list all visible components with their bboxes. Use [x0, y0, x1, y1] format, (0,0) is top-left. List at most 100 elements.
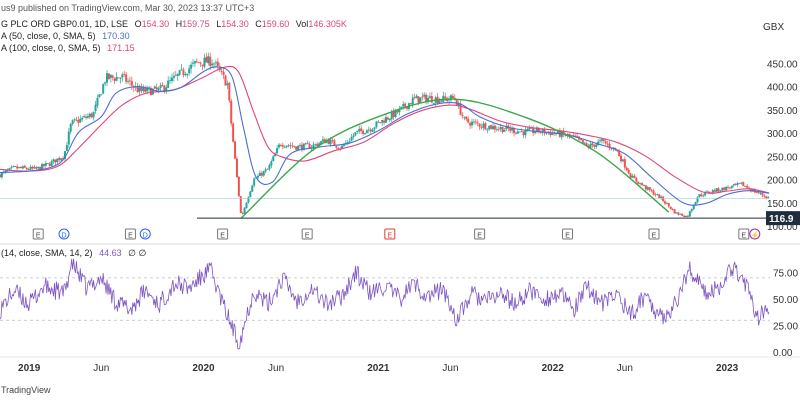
candle	[241, 211, 244, 215]
candle-body	[767, 197, 770, 199]
rsi-tick-label: 50.00	[773, 295, 798, 306]
ma50-legend[interactable]: A (50, close, 0, SMA, 5) 170.30	[1, 31, 130, 41]
candle	[648, 186, 651, 192]
candle-body	[44, 163, 47, 166]
candle-body	[18, 166, 21, 169]
rsi-legend[interactable]: (14, close, SMA, 14, 2) 44.63 ∅ ∅	[1, 248, 146, 258]
candle	[618, 148, 621, 157]
candle-body	[205, 56, 208, 63]
candle	[704, 190, 707, 197]
candle	[346, 139, 349, 146]
candle	[742, 181, 745, 187]
candle	[256, 173, 259, 179]
candle-body	[258, 172, 261, 177]
candle-body	[486, 129, 489, 131]
high-label: H	[176, 19, 183, 29]
candle-body	[385, 117, 387, 123]
candle-body	[71, 120, 74, 125]
candle-body	[228, 82, 231, 101]
candle-body	[386, 117, 389, 120]
candle-body	[35, 167, 38, 169]
candle	[27, 167, 30, 171]
candle	[304, 142, 307, 146]
candle-body	[438, 100, 441, 104]
event-marker-earnings: E	[124, 228, 136, 240]
candle	[195, 58, 198, 64]
event-markers[interactable]: E D E D E E E E E E E ⚡	[32, 228, 761, 240]
event-marker-code: ⚡	[750, 231, 759, 240]
candle-body	[728, 187, 731, 189]
ma100-legend[interactable]: A (100, close, 0, SMA, 5) 171.15	[1, 43, 135, 53]
event-marker-split: ⚡	[749, 228, 761, 240]
candle	[493, 124, 496, 134]
candle-body	[197, 62, 200, 64]
candle-body	[652, 190, 655, 195]
candle-body	[448, 99, 451, 101]
candle-body	[413, 97, 416, 98]
candle-body	[698, 194, 701, 198]
candle-body	[686, 215, 689, 217]
candle	[690, 208, 693, 213]
price-pane[interactable]	[0, 52, 770, 219]
time-axis[interactable]: 2019 Jun 2020 Jun 2021 Jun 2022 Jun 2023	[18, 363, 739, 374]
event-marker-earnings: E	[301, 228, 313, 240]
candle-body	[683, 215, 686, 217]
candle-body	[77, 119, 80, 123]
candle-body	[679, 213, 682, 215]
candle-body	[688, 211, 691, 217]
candle	[33, 165, 36, 170]
candle-body	[621, 159, 624, 162]
rsi-pane[interactable]	[0, 258, 770, 350]
candle	[639, 182, 642, 186]
candle	[518, 131, 521, 133]
rsi-axis[interactable]: 0.00 25.00 50.00 75.00	[773, 269, 798, 359]
candle	[641, 182, 644, 186]
candle-body	[21, 166, 24, 169]
candle	[522, 131, 525, 139]
candle-body	[329, 139, 332, 145]
candle-body	[29, 166, 32, 170]
candle-body	[564, 134, 567, 137]
candle-body	[362, 130, 365, 134]
currency-label: GBX	[763, 22, 784, 33]
candle	[534, 129, 537, 135]
candle-body	[685, 215, 688, 218]
candle	[461, 112, 464, 119]
candle-body	[279, 145, 282, 146]
candle-body	[172, 75, 175, 78]
candle	[331, 137, 334, 144]
candle-body	[81, 117, 84, 120]
candle	[700, 192, 703, 198]
candle-body	[579, 139, 582, 141]
candle-body	[125, 74, 128, 82]
candle-body	[52, 159, 55, 162]
candle	[96, 94, 99, 109]
candle-body	[534, 131, 537, 133]
candle-body	[209, 56, 212, 67]
candle	[717, 187, 720, 193]
candle	[478, 123, 481, 130]
candle-body	[314, 143, 317, 145]
candle-body	[289, 145, 292, 147]
candle-body	[532, 127, 535, 134]
candle	[465, 116, 468, 121]
rsi-legend-label: (14, close, SMA, 14, 2)	[1, 248, 93, 258]
candle-body	[149, 87, 152, 96]
candle	[21, 165, 24, 170]
price-axis[interactable]: 100.00 150.00 200.00 250.00 300.00 350.00 400.…	[767, 59, 798, 233]
candle	[463, 116, 466, 121]
candle	[763, 193, 766, 198]
candle	[184, 71, 187, 77]
candle-body	[295, 146, 298, 150]
candle	[270, 159, 273, 169]
candle-body	[84, 116, 87, 118]
candle	[702, 193, 705, 198]
candle-body	[616, 150, 619, 152]
candle-body	[169, 80, 172, 82]
candle-body	[717, 188, 720, 192]
candle	[279, 143, 282, 147]
candle-body	[276, 148, 279, 154]
candle-body	[440, 100, 443, 102]
candle-body	[148, 87, 151, 89]
candle	[90, 112, 93, 119]
